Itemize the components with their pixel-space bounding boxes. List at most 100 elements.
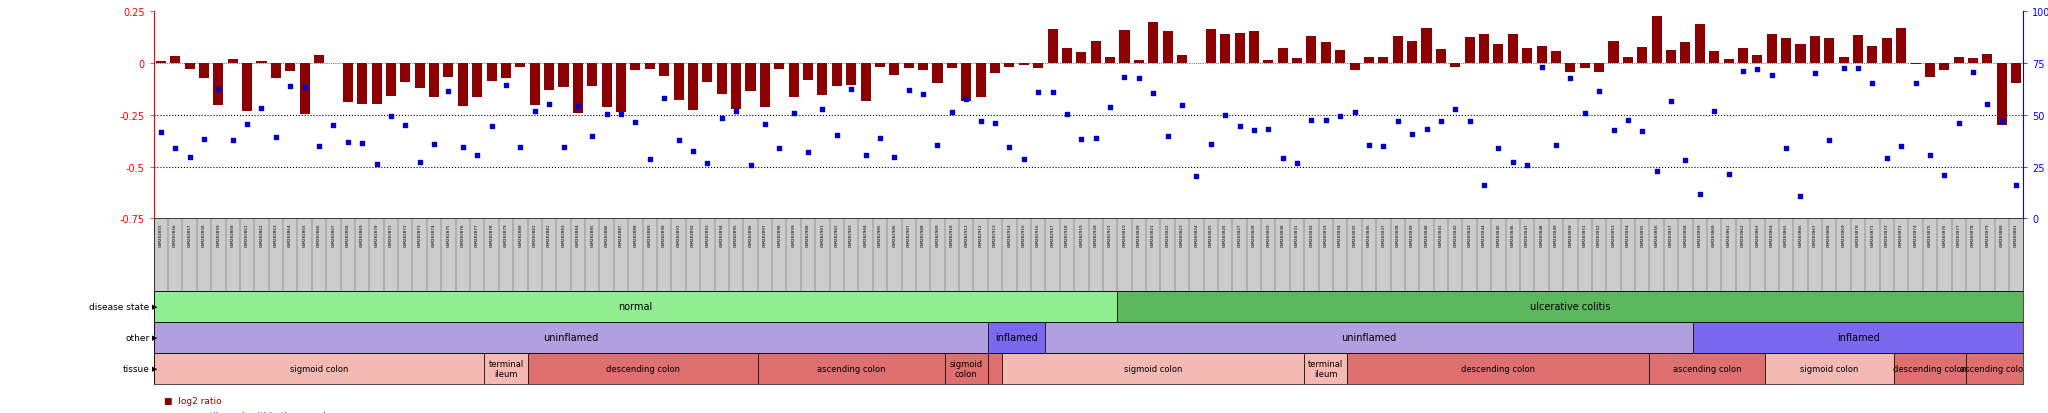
Point (1008, 156, 1040, 163)
Bar (1968, 58, 1978, 64)
Point (1280, 160, 1313, 167)
Text: ascending colon: ascending colon (1960, 364, 2030, 373)
Text: GSM283039: GSM283039 (1411, 223, 1413, 246)
Text: terminal
ileum: terminal ileum (1309, 359, 1343, 378)
Point (1065, 136, 1098, 142)
Bar (1724, 60, 1733, 64)
Text: GSM283054: GSM283054 (1626, 223, 1630, 246)
Bar (946, 64, 956, 69)
Point (1151, 134, 1184, 140)
Bar (399, 64, 410, 83)
Bar (1436, 50, 1446, 64)
Bar (987, 353, 1001, 384)
Text: GSM282857: GSM282857 (188, 223, 193, 246)
Point (1223, 123, 1255, 130)
Point (461, 152, 494, 159)
Text: terminal
ileum: terminal ileum (487, 359, 524, 378)
Text: GSM282905: GSM282905 (879, 223, 883, 246)
Point (1927, 172, 1960, 179)
Point (1380, 119, 1413, 125)
Point (1137, 90, 1169, 97)
Bar (1665, 51, 1675, 64)
Text: GSM283069: GSM283069 (1841, 223, 1845, 246)
Text: GSM283045: GSM283045 (1497, 223, 1501, 246)
Text: GSM282869: GSM282869 (360, 223, 365, 246)
Text: ■  percentile rank within the sample: ■ percentile rank within the sample (164, 411, 332, 413)
Text: GSM282917: GSM282917 (1051, 223, 1055, 246)
Text: GSM283081: GSM283081 (2015, 223, 2017, 246)
Text: GSM282871: GSM282871 (389, 223, 393, 246)
Text: GSM282865: GSM282865 (303, 223, 307, 246)
Text: ■  log2 ratio: ■ log2 ratio (164, 396, 221, 405)
Bar (1739, 49, 1749, 64)
Point (332, 139, 365, 146)
Bar (473, 64, 481, 97)
Text: GSM283019: GSM283019 (1122, 223, 1126, 246)
Point (936, 109, 969, 116)
Bar (588, 64, 598, 87)
Point (1022, 90, 1055, 97)
Point (1784, 193, 1817, 199)
Text: GSM282915: GSM282915 (1022, 223, 1026, 246)
Point (203, 86, 236, 93)
Text: GSM283040: GSM283040 (1425, 223, 1430, 246)
Bar (528, 353, 758, 384)
Bar (616, 64, 627, 113)
Bar (1579, 64, 1589, 69)
Text: GSM282876: GSM282876 (461, 223, 465, 246)
Text: GSM282893: GSM282893 (705, 223, 709, 246)
Text: GSM282868: GSM282868 (346, 223, 350, 246)
Bar (573, 64, 584, 114)
Text: GSM282870: GSM282870 (375, 223, 379, 246)
Point (1094, 104, 1126, 111)
Bar (487, 64, 498, 82)
Text: GSM283056: GSM283056 (1655, 223, 1659, 246)
Text: GSM282867: GSM282867 (332, 223, 336, 246)
Text: descending colon: descending colon (1462, 364, 1536, 373)
Bar (154, 291, 1118, 322)
Bar (530, 64, 541, 106)
Point (1237, 127, 1270, 134)
Point (1884, 143, 1917, 150)
Bar (156, 62, 166, 64)
Text: GSM282859: GSM282859 (217, 223, 221, 246)
Bar (1149, 23, 1159, 64)
Point (1454, 119, 1487, 125)
Text: GSM282894: GSM282894 (719, 223, 723, 246)
Point (1208, 112, 1241, 119)
Point (864, 136, 897, 142)
Point (260, 134, 293, 140)
Bar (1063, 49, 1071, 64)
Point (1511, 162, 1544, 169)
Bar (1810, 37, 1821, 64)
Text: sigmoid
colon: sigmoid colon (950, 359, 983, 378)
Text: GSM282919: GSM282919 (1079, 223, 1083, 246)
Text: GSM283041: GSM283041 (1440, 223, 1444, 246)
Text: GSM283038: GSM283038 (1397, 223, 1399, 246)
Text: GSM283044: GSM283044 (1483, 223, 1487, 246)
Bar (1393, 37, 1403, 64)
Text: GSM283060: GSM283060 (1712, 223, 1716, 246)
Bar (1622, 58, 1632, 64)
Text: GSM282895: GSM282895 (733, 223, 737, 246)
Text: sigmoid colon: sigmoid colon (1124, 364, 1182, 373)
Point (1251, 127, 1284, 133)
Text: GSM282918: GSM282918 (1065, 223, 1069, 246)
Bar (184, 64, 195, 70)
Text: GSM282872: GSM282872 (403, 223, 408, 246)
Text: GSM282892: GSM282892 (690, 223, 694, 246)
Point (1712, 171, 1745, 178)
Point (1397, 131, 1430, 138)
Point (1079, 135, 1112, 142)
Point (217, 137, 250, 144)
Point (1812, 138, 1845, 144)
Text: GSM283075: GSM283075 (1927, 223, 1931, 246)
Text: GSM283042: GSM283042 (1454, 223, 1458, 246)
Text: GSM283022: GSM283022 (1165, 223, 1169, 246)
Text: GSM282900: GSM282900 (807, 223, 811, 246)
Text: sigmoid colon: sigmoid colon (1800, 364, 1858, 373)
Text: GSM283047: GSM283047 (1526, 223, 1530, 246)
Text: ▶: ▶ (152, 335, 158, 341)
Bar (502, 64, 512, 79)
Bar (1221, 35, 1231, 64)
